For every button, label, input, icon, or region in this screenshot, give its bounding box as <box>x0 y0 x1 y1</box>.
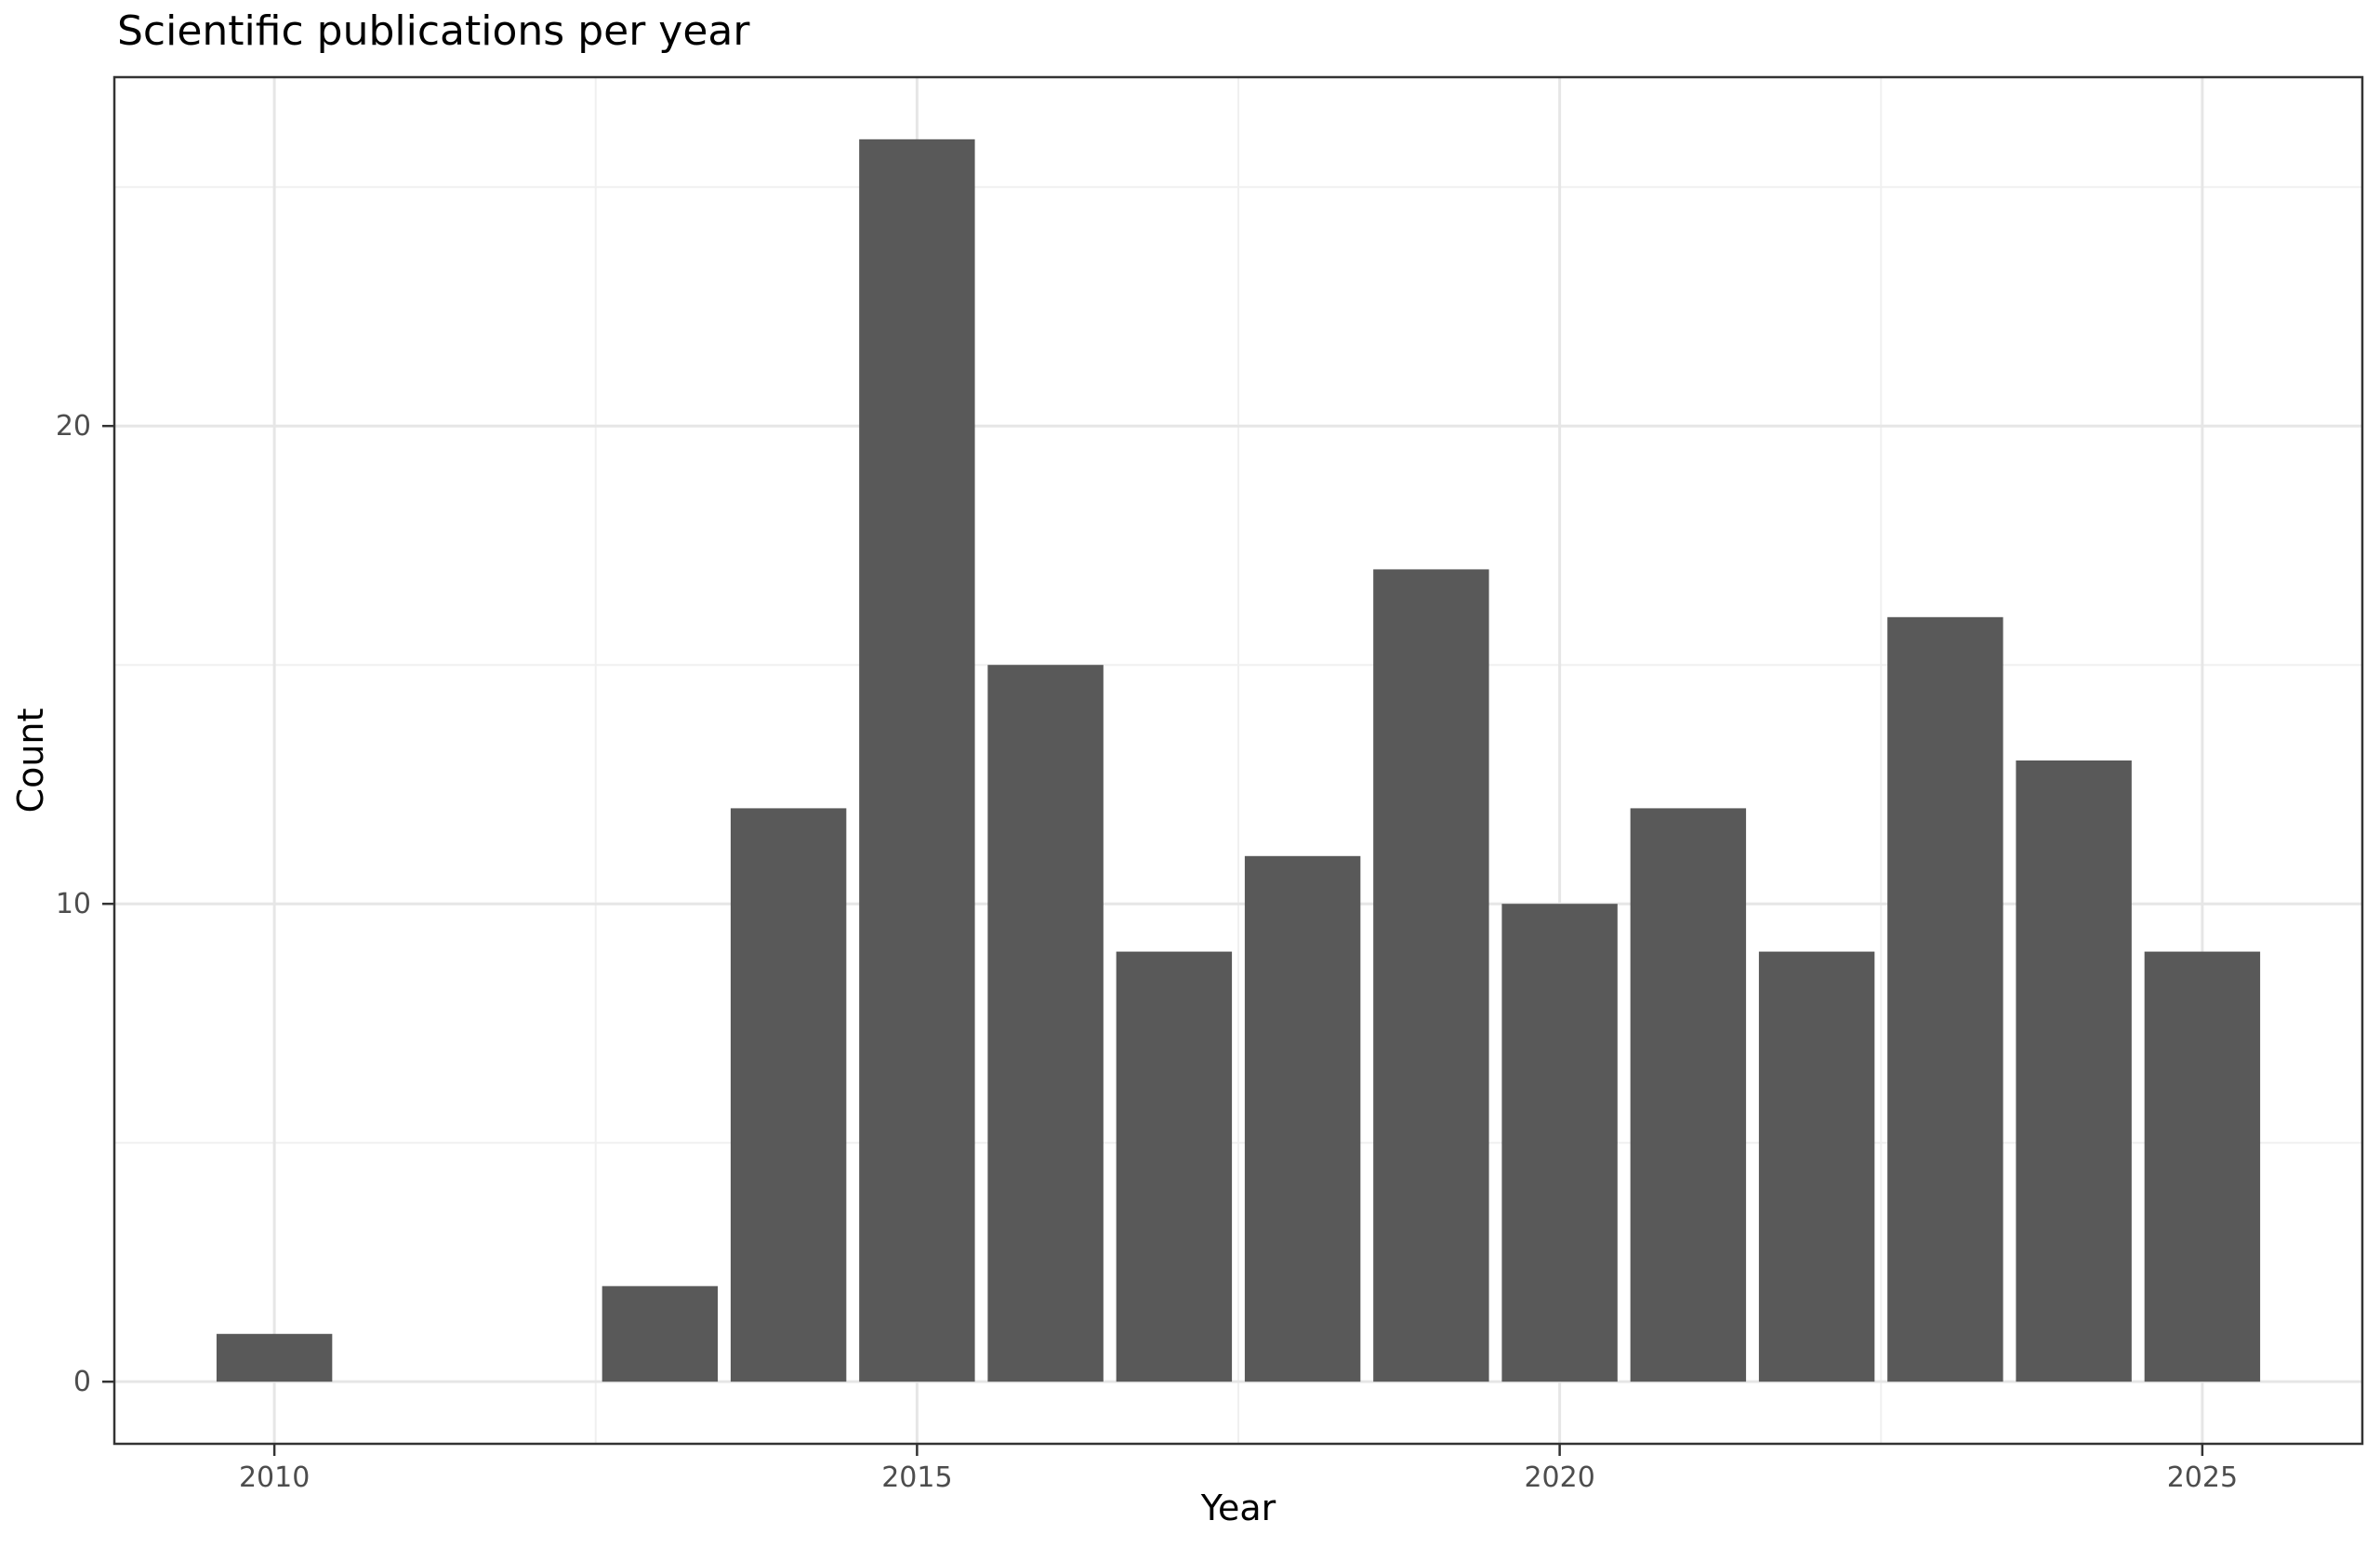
y-axis-title: Count <box>10 707 51 813</box>
bar-2019 <box>1373 569 1489 1382</box>
bar-2017 <box>1116 951 1233 1382</box>
x-tick-label-2025: 2025 <box>2167 1461 2238 1494</box>
x-tick-label-2010: 2010 <box>239 1461 310 1494</box>
bar-2021 <box>1630 808 1747 1382</box>
bar-2024 <box>2016 760 2132 1382</box>
y-tick-label-20: 20 <box>56 410 91 443</box>
y-tick-label-10: 10 <box>56 888 91 920</box>
x-tick-label-2015: 2015 <box>881 1461 952 1494</box>
bar-2013 <box>602 1286 719 1382</box>
x-tick-label-2020: 2020 <box>1524 1461 1594 1494</box>
panel-border <box>112 75 2364 1446</box>
x-axis-title: Year <box>1200 1488 1276 1528</box>
bar-2020 <box>1501 904 1618 1382</box>
chart-title: Scientific publications per year <box>117 7 750 55</box>
bar-2010 <box>216 1333 333 1382</box>
bar-2025 <box>2144 951 2261 1382</box>
bar-2018 <box>1244 855 1361 1382</box>
bar-2016 <box>987 665 1104 1382</box>
bar-2022 <box>1758 951 1875 1382</box>
y-tick-label-0: 0 <box>73 1366 91 1398</box>
bar-2014 <box>730 808 847 1382</box>
bar-2015 <box>859 139 975 1382</box>
bar-2023 <box>1887 616 2003 1382</box>
